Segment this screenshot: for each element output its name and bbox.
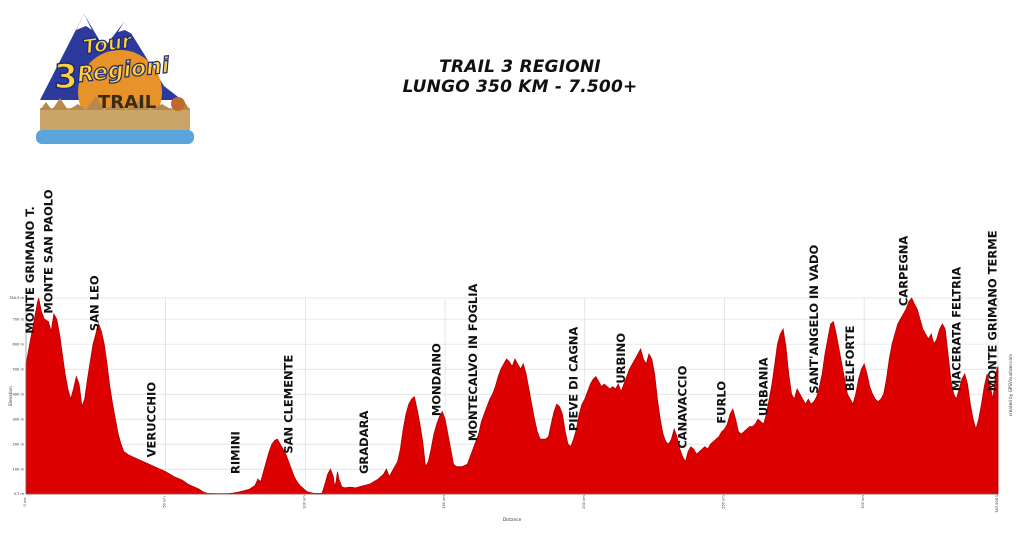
place-label: MONDAINO xyxy=(430,343,444,416)
chart-title-line-2: LUNGO 350 KM - 7.500+ xyxy=(402,77,638,97)
place-label: RIMINI xyxy=(229,431,243,474)
logo-word-trail: TRAIL xyxy=(98,92,156,113)
logo-town-roofs xyxy=(40,96,190,110)
y-tick-label: 200 m xyxy=(12,442,24,446)
logo-water xyxy=(36,130,194,144)
y-tick-label: 400 m xyxy=(12,392,24,396)
place-label: MONTE GRIMANO T. xyxy=(23,206,37,333)
elevation-area xyxy=(25,297,999,495)
place-label: MONTE GRIMANO TERME xyxy=(986,230,1000,391)
chart-title-line-1: TRAIL 3 REGIONI xyxy=(439,57,601,77)
place-label: URBINO xyxy=(614,333,628,384)
place-label: CARPEGNA xyxy=(896,236,910,307)
chart-axes: 0.7 m 100 m 200 m 300 m 400 m 500 m 600 m 700 m… xyxy=(9,296,999,513)
attribution-label: created by GPSVisualizer.com xyxy=(1008,354,1013,416)
place-label: MONTECALVO IN FOGLIA xyxy=(466,283,480,441)
y-axis-label: Elevation xyxy=(8,386,13,406)
x-tick-label: 200 km xyxy=(582,495,586,509)
place-label: VERUCCHIO xyxy=(145,382,159,458)
x-tick-label: 0 km xyxy=(23,497,27,507)
place-label: URBANIA xyxy=(757,357,771,416)
place-label: FURLO xyxy=(715,381,729,424)
x-tick-label: 300 km xyxy=(861,495,865,509)
y-tick-label: 700 m xyxy=(12,317,24,321)
x-tick-label: 150 km xyxy=(442,495,446,509)
place-label: CANAVACCIO xyxy=(676,365,690,448)
logo-dome xyxy=(171,97,185,111)
y-tick-label: 0.7 m xyxy=(14,492,25,496)
place-label: BELFORTE xyxy=(843,325,857,391)
place-label: SAN CLEMENTE xyxy=(282,354,296,453)
place-labels: MONTE GRIMANO T. MONTE SAN PAOLO SAN LEO VE… xyxy=(23,189,999,474)
logo-mountain-snow xyxy=(76,14,92,30)
x-tick-label: 100 km xyxy=(302,495,306,509)
place-label: PIEVE DI CAGNA xyxy=(567,327,581,432)
y-tick-label: 500 m xyxy=(12,367,24,371)
place-label: SANT'ANGELO IN VADO xyxy=(807,244,821,393)
y-tick-label: 600 m xyxy=(12,342,24,346)
place-label: GRADARA xyxy=(357,411,371,474)
y-tick-label: 300 m xyxy=(12,417,24,421)
y-tick-label: 784.5 m xyxy=(9,296,24,300)
x-tick-label: 250 km xyxy=(721,495,725,509)
x-axis-label: Distance xyxy=(503,517,522,522)
place-label: SAN LEO xyxy=(87,275,101,331)
tour-3-regioni-trail-logo: Tour 3 Regioni TRAIL xyxy=(36,14,194,144)
logo-mountain-snow-2 xyxy=(118,22,132,34)
x-tick-label: 50 km xyxy=(163,496,167,508)
place-label: MACERATA FELTRIA xyxy=(949,267,963,391)
y-tick-label: 100 m xyxy=(12,467,24,471)
place-label: MONTE SAN PAOLO xyxy=(41,189,55,313)
logo-word-3: 3 xyxy=(54,57,78,97)
x-tick-label: 347.906 km xyxy=(995,491,999,513)
logo-town xyxy=(40,108,190,130)
